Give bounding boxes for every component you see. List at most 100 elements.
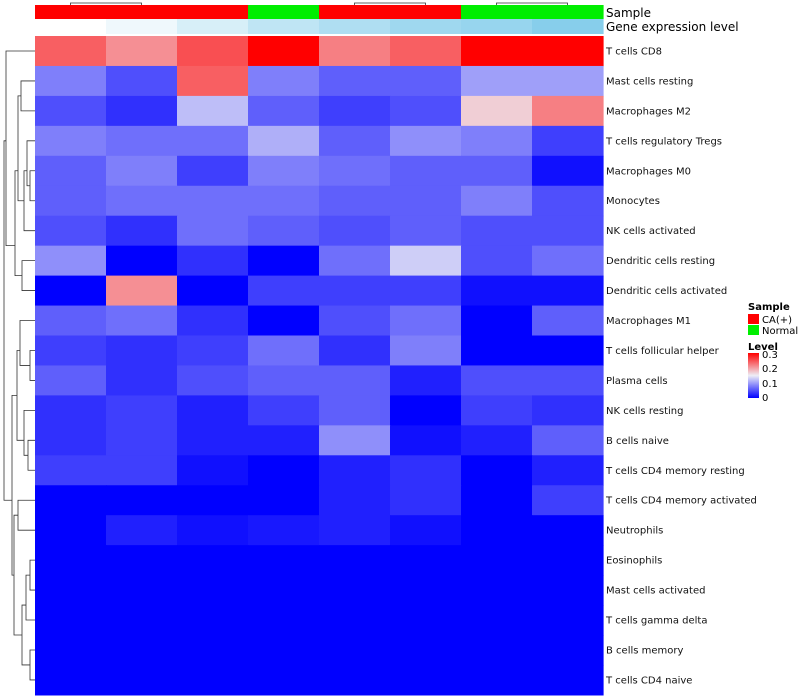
heatmap-cell-t-cells-cd4-naive-col-4 [248, 664, 320, 696]
row-label-t-cells-cd4-memory-resting: T cells CD4 memory resting [605, 466, 745, 477]
heatmap-cell-plasma-cells-col-3 [177, 365, 249, 396]
heatmap-cell-dendritic-cells-activated-col-7 [461, 275, 533, 307]
legend-level-colorbar [748, 353, 759, 398]
heatmap-cell-dendritic-cells-activated-col-2 [106, 275, 178, 307]
heatmap-cell-eosinophils-col-8 [532, 545, 604, 576]
row-label-t-cells-cd8: T cells CD8 [605, 46, 662, 57]
heatmap-cell-macrophages-m2-col-2 [106, 95, 178, 127]
heatmap-cell-eosinophils-col-1 [35, 545, 107, 576]
heatmap-cell-macrophages-m0-col-6 [390, 155, 462, 187]
sample-annotation-bar [35, 5, 604, 19]
heatmap-cell-eosinophils-col-6 [390, 545, 462, 576]
expression-annotation-col-4 [248, 19, 320, 34]
row-label-macrophages-m1: Macrophages M1 [606, 316, 691, 327]
heatmap-cell-macrophages-m1-col-5 [319, 305, 391, 337]
heatmap-cell-t-cells-regulatory-tregs-col-3 [177, 125, 249, 157]
sample-annotation-col-1 [35, 5, 107, 19]
heatmap-cell-t-cells-follicular-helper-col-4 [248, 335, 320, 367]
column-dendrogram [70, 2, 568, 5]
heatmap-cell-nk-cells-resting-col-3 [177, 395, 249, 426]
heatmap-cell-b-cells-memory-col-5 [319, 635, 391, 666]
row-dendrogram-branch [29, 559, 35, 591]
heatmap-cell-dendritic-cells-resting-col-7 [461, 245, 533, 277]
heatmap-cell-monocytes-col-4 [248, 185, 320, 217]
heatmap-cell-t-cells-gamma-delta-col-8 [532, 605, 604, 636]
heatmap-cell-mast-cells-resting-col-8 [532, 65, 604, 97]
heatmap-cell-dendritic-cells-resting-col-4 [248, 245, 320, 277]
heatmap-cell-b-cells-naive-col-4 [248, 425, 320, 456]
heatmap-cell-mast-cells-activated-col-6 [390, 575, 462, 606]
heatmap-cell-macrophages-m0-col-7 [461, 155, 533, 187]
heatmap-cell-b-cells-naive-col-6 [390, 425, 462, 456]
legend-sample-title: Sample [748, 302, 790, 313]
heatmap-cell-mast-cells-activated-col-4 [248, 575, 320, 606]
legend-swatch-normal [748, 325, 759, 335]
row-dendrogram-branch [19, 320, 35, 366]
row-label-monocytes: Monocytes [606, 196, 660, 207]
sample-annotation-col-6 [390, 5, 462, 19]
heatmap-cell-neutrophils-col-2 [106, 515, 178, 546]
row-dendrogram-branch [29, 649, 35, 681]
heatmap-cell-dendritic-cells-resting-col-1 [35, 245, 107, 277]
sample-annotation-col-7 [461, 5, 533, 19]
heatmap-cell-nk-cells-activated-col-6 [390, 215, 462, 247]
heatmap-cell-nk-cells-resting-col-8 [532, 395, 604, 426]
heatmap-cell-eosinophils-col-5 [319, 545, 391, 576]
heatmap-cell-macrophages-m1-col-3 [177, 305, 249, 337]
heatmap-cell-b-cells-naive-col-7 [461, 425, 533, 456]
heatmap-cell-t-cells-cd4-memory-activated-col-4 [248, 485, 320, 516]
heatmap-cell-t-cells-regulatory-tregs-col-2 [106, 125, 178, 157]
heatmap-cell-t-cells-cd8-col-5 [319, 36, 391, 67]
heatmap-cell-nk-cells-activated-col-2 [106, 215, 178, 247]
column-dendrogram-branch [354, 2, 426, 5]
expression-annotation-bar [35, 19, 604, 34]
row-dendrogram-branch [11, 395, 17, 576]
row-label-mast-cells-resting: Mast cells resting [606, 76, 693, 87]
heatmap-cell-b-cells-naive-col-2 [106, 425, 178, 456]
column-dendrogram-branch [496, 2, 568, 5]
heatmap-cell-monocytes-col-6 [390, 185, 462, 217]
heatmap-cell-macrophages-m0-col-2 [106, 155, 178, 187]
legend-level-title: Level [748, 342, 778, 353]
heatmap-cell-mast-cells-resting-col-5 [319, 65, 391, 97]
heatmap-cell-neutrophils-col-5 [319, 515, 391, 546]
sample-annotation-col-4 [248, 5, 320, 19]
row-labels: T cells CD8 Mast cells resting Macrophages… [605, 46, 757, 686]
heatmap-cell-macrophages-m2-col-7 [461, 95, 533, 127]
row-dendrogram [3, 50, 35, 681]
heatmap-cell-t-cells-cd4-memory-resting-col-3 [177, 455, 249, 486]
row-dendrogram-branch [26, 140, 35, 187]
heatmap-cell-b-cells-memory-col-8 [532, 635, 604, 666]
heatmap-cell-macrophages-m0-col-8 [532, 155, 604, 187]
heatmap-cell-t-cells-cd4-memory-activated-col-3 [177, 485, 249, 516]
heatmap-cell-plasma-cells-col-2 [106, 365, 178, 396]
heatmap-cell-mast-cells-activated-col-1 [35, 575, 107, 606]
heatmap-cell-t-cells-cd4-naive-col-7 [461, 664, 533, 696]
heatmap-cell-eosinophils-col-2 [106, 545, 178, 576]
heatmap-cell-t-cells-cd4-memory-activated-col-7 [461, 485, 533, 516]
legend-label-ca: CA(+) [762, 315, 792, 326]
row-label-dendritic-cells-resting: Dendritic cells resting [606, 256, 715, 267]
row-label-neutrophils: Neutrophils [606, 526, 663, 537]
row-dendrogram-branch [23, 409, 35, 456]
row-label-macrophages-m2: Macrophages M2 [606, 106, 691, 117]
heatmap-cell-t-cells-cd8-col-6 [390, 36, 462, 67]
heatmap-cell-macrophages-m0-col-5 [319, 155, 391, 187]
heatmap-cell-neutrophils-col-6 [390, 515, 462, 546]
heatmap-cell-t-cells-regulatory-tregs-col-4 [248, 125, 320, 157]
sample-annotation-col-5 [319, 5, 391, 19]
legend-tick-0: 0 [762, 393, 768, 404]
heatmap-cell-mast-cells-resting-col-2 [106, 65, 178, 97]
heatmap-cell-macrophages-m2-col-5 [319, 95, 391, 127]
heatmap-cell-t-cells-cd4-naive-col-2 [106, 664, 178, 696]
heatmap-cell-monocytes-col-7 [461, 185, 533, 217]
heatmap-cell-macrophages-m0-col-1 [35, 155, 107, 187]
heatmap-cell-t-cells-gamma-delta-col-3 [177, 605, 249, 636]
heatmap-cell-b-cells-naive-col-1 [35, 425, 107, 456]
heatmap-cell-t-cells-cd4-memory-resting-col-7 [461, 455, 533, 486]
heatmap-cell-macrophages-m2-col-6 [390, 95, 462, 127]
heatmap-cell-dendritic-cells-activated-col-5 [319, 275, 391, 307]
heatmap-cell-eosinophils-col-4 [248, 545, 320, 576]
heatmap-cell-dendritic-cells-resting-col-3 [177, 245, 249, 277]
heatmap-cell-neutrophils-col-7 [461, 515, 533, 546]
